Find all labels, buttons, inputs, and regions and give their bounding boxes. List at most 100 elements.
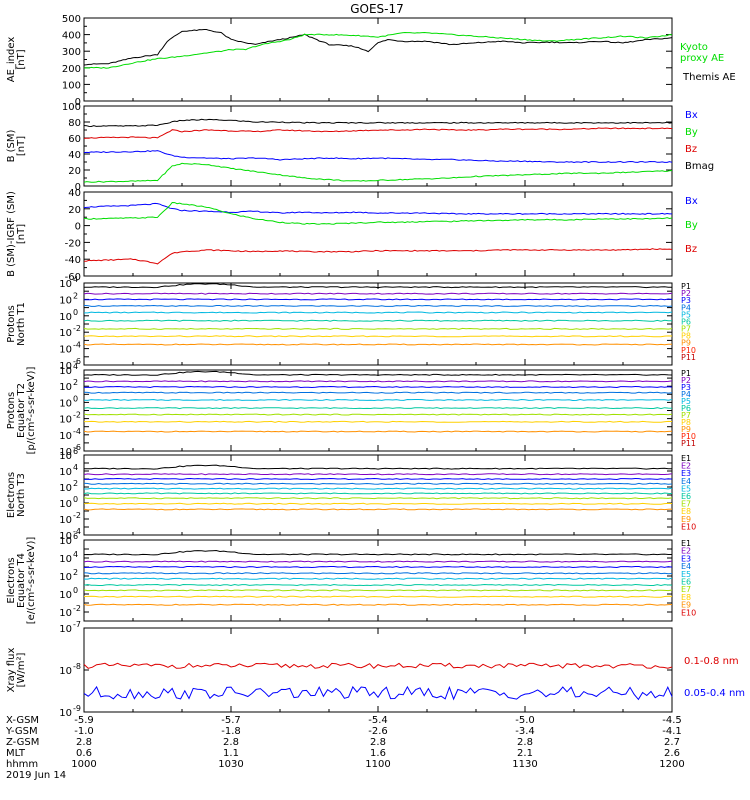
series-line-bz: [83, 127, 672, 139]
legend-e1: E1: [681, 539, 691, 548]
y-tick-label: 102: [59, 291, 78, 306]
y-tick-label: 400: [62, 31, 81, 42]
series-line-bz: [83, 248, 673, 265]
y-tick-label: 100: [59, 586, 78, 601]
channel-line-p3: [83, 298, 673, 301]
y-tick-label: 100: [62, 102, 81, 113]
legend-kyoto-proxy-ae: proxy AE: [680, 53, 724, 64]
orbit-value: 1.6: [370, 748, 386, 759]
panel-bigrf: -60 -40 -20 0 20 40 B (SM)-IGRF (SM) [nT] Bx By Bz: [6, 188, 698, 283]
legend-e8: E8: [681, 507, 691, 516]
legend-e9: E9: [681, 515, 691, 524]
y-axis-label-bigrf: B (SM)-IGRF (SM): [6, 191, 17, 277]
y-tick-label: 10-6: [59, 357, 81, 372]
y-tick-label: 10-8: [59, 662, 81, 677]
orbit-row-label: hhmm: [6, 759, 38, 770]
legend-e7: E7: [681, 585, 691, 594]
panel-frame-protons_equator: [83, 369, 673, 452]
orbit-value: 2.8: [223, 737, 239, 748]
legend-e1: E1: [681, 454, 691, 463]
legend-p6: P6: [681, 404, 691, 413]
orbit-value: -2.6: [368, 726, 388, 737]
y-tick-label: -60: [65, 272, 81, 283]
y-axis-label-bsm: [nT]: [16, 136, 27, 156]
orbit-value: 0.6: [76, 748, 92, 759]
y-axis-label-bsm: B (SM): [6, 129, 17, 162]
channel-line-p5: [84, 311, 673, 314]
orbit-value: -5.4: [368, 715, 388, 726]
legend-by: By: [685, 127, 698, 138]
y-tick-label: 10-4: [59, 341, 81, 356]
channel-line-e7: [83, 589, 673, 592]
orbit-date: 2019 Jun 14: [6, 770, 66, 781]
orbit-value: -1.0: [74, 726, 94, 737]
y-axis-label-protons_north: North T1: [16, 302, 27, 346]
series-line-by: [83, 201, 673, 225]
orbit-value: 1100: [365, 759, 390, 770]
y-tick-label: 20: [68, 205, 81, 216]
y-tick-label: 0: [75, 222, 81, 233]
legend-e9: E9: [681, 601, 691, 610]
orbit-value: 2.6: [664, 748, 680, 759]
y-tick-label: 106: [59, 532, 78, 547]
series-line-bx: [83, 202, 672, 215]
y-tick-label: 40: [68, 150, 81, 161]
legend-p4: P4: [681, 303, 691, 312]
legend-p11: P11: [681, 439, 696, 448]
orbit-value: 1.1: [223, 748, 239, 759]
legend-p6: P6: [681, 317, 691, 326]
y-tick-label: 10-4: [59, 427, 81, 442]
panel-frame-xray: [83, 627, 673, 713]
y-tick-label: 100: [59, 495, 78, 510]
legend-p10: P10: [681, 346, 696, 355]
legend-p8: P8: [681, 418, 691, 427]
orbit-value: 1130: [512, 759, 537, 770]
channel-line-e7: [83, 497, 673, 500]
legend-bz: Bz: [685, 144, 697, 155]
legend-p11: P11: [681, 353, 696, 362]
legend-p10: P10: [681, 432, 696, 441]
y-tick-label: 100: [59, 394, 78, 409]
y-tick-label: -40: [65, 255, 81, 266]
legend-e2: E2: [681, 547, 691, 556]
channel-line-e9: [83, 508, 673, 511]
orbit-row-label: X-GSM: [6, 715, 39, 726]
y-tick-label: 100: [59, 308, 78, 323]
y-axis-label-electrons_equator: Electrons: [6, 557, 17, 603]
channel-line-p2: [83, 380, 673, 383]
channel-line-p2: [83, 292, 673, 295]
orbit-value: -5.7: [221, 715, 241, 726]
orbit-value: 1030: [218, 759, 243, 770]
y-tick-label: 60: [68, 134, 81, 145]
channel-line-p3: [83, 385, 673, 389]
orbit-value: 2.8: [370, 737, 386, 748]
legend-p2: P2: [681, 289, 691, 298]
panel-electrons_equator: 10-2 100 102 104 106 Electrons Equator T4 [e/(c…: [6, 532, 696, 624]
y-axis-label-protons_equator: Equator T2: [16, 383, 27, 438]
legend-bz: Bz: [685, 244, 697, 255]
channel-line-p5: [83, 398, 673, 402]
legend-e8: E8: [681, 593, 691, 602]
y-axis-label-electrons_equator: Equator T4: [16, 553, 27, 608]
legend-e2: E2: [681, 462, 691, 471]
legend-p5: P5: [681, 397, 691, 406]
y-tick-label: 300: [62, 47, 81, 58]
legend-bmag: Bmag: [685, 161, 714, 172]
channel-line-p4: [83, 304, 673, 307]
series-line-by: [83, 162, 673, 183]
y-tick-label: 104: [59, 463, 78, 478]
y-axis-label-ae: AE_index: [6, 37, 17, 83]
legend-p1: P1: [681, 282, 691, 291]
y-tick-label: 106: [59, 447, 78, 462]
legend-e7: E7: [681, 500, 691, 509]
legend-bx: Bx: [685, 110, 698, 121]
legend-p7: P7: [681, 411, 691, 420]
channel-line-e3: [83, 477, 673, 481]
orbit-value: -5.9: [74, 715, 94, 726]
channel-line-p7: [83, 413, 673, 416]
channel-line-e4: [83, 482, 673, 485]
legend-by: By: [685, 220, 698, 231]
legend-e10: E10: [681, 522, 696, 531]
legend-themis-ae: Themis AE: [682, 72, 736, 83]
